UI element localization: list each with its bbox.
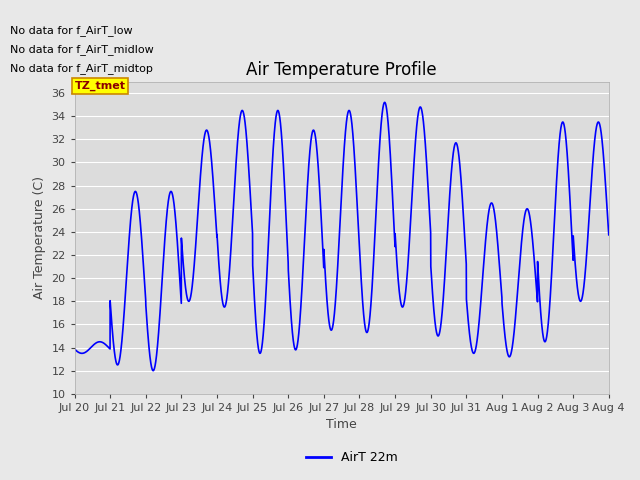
- Legend: AirT 22m: AirT 22m: [301, 446, 403, 469]
- Text: TZ_tmet: TZ_tmet: [74, 81, 125, 91]
- X-axis label: Time: Time: [326, 419, 357, 432]
- Y-axis label: Air Temperature (C): Air Temperature (C): [33, 176, 45, 299]
- Text: No data for f_AirT_midtop: No data for f_AirT_midtop: [10, 63, 154, 74]
- Text: No data for f_AirT_midlow: No data for f_AirT_midlow: [10, 44, 154, 55]
- Title: Air Temperature Profile: Air Temperature Profile: [246, 60, 437, 79]
- Text: No data for f_AirT_low: No data for f_AirT_low: [10, 25, 133, 36]
